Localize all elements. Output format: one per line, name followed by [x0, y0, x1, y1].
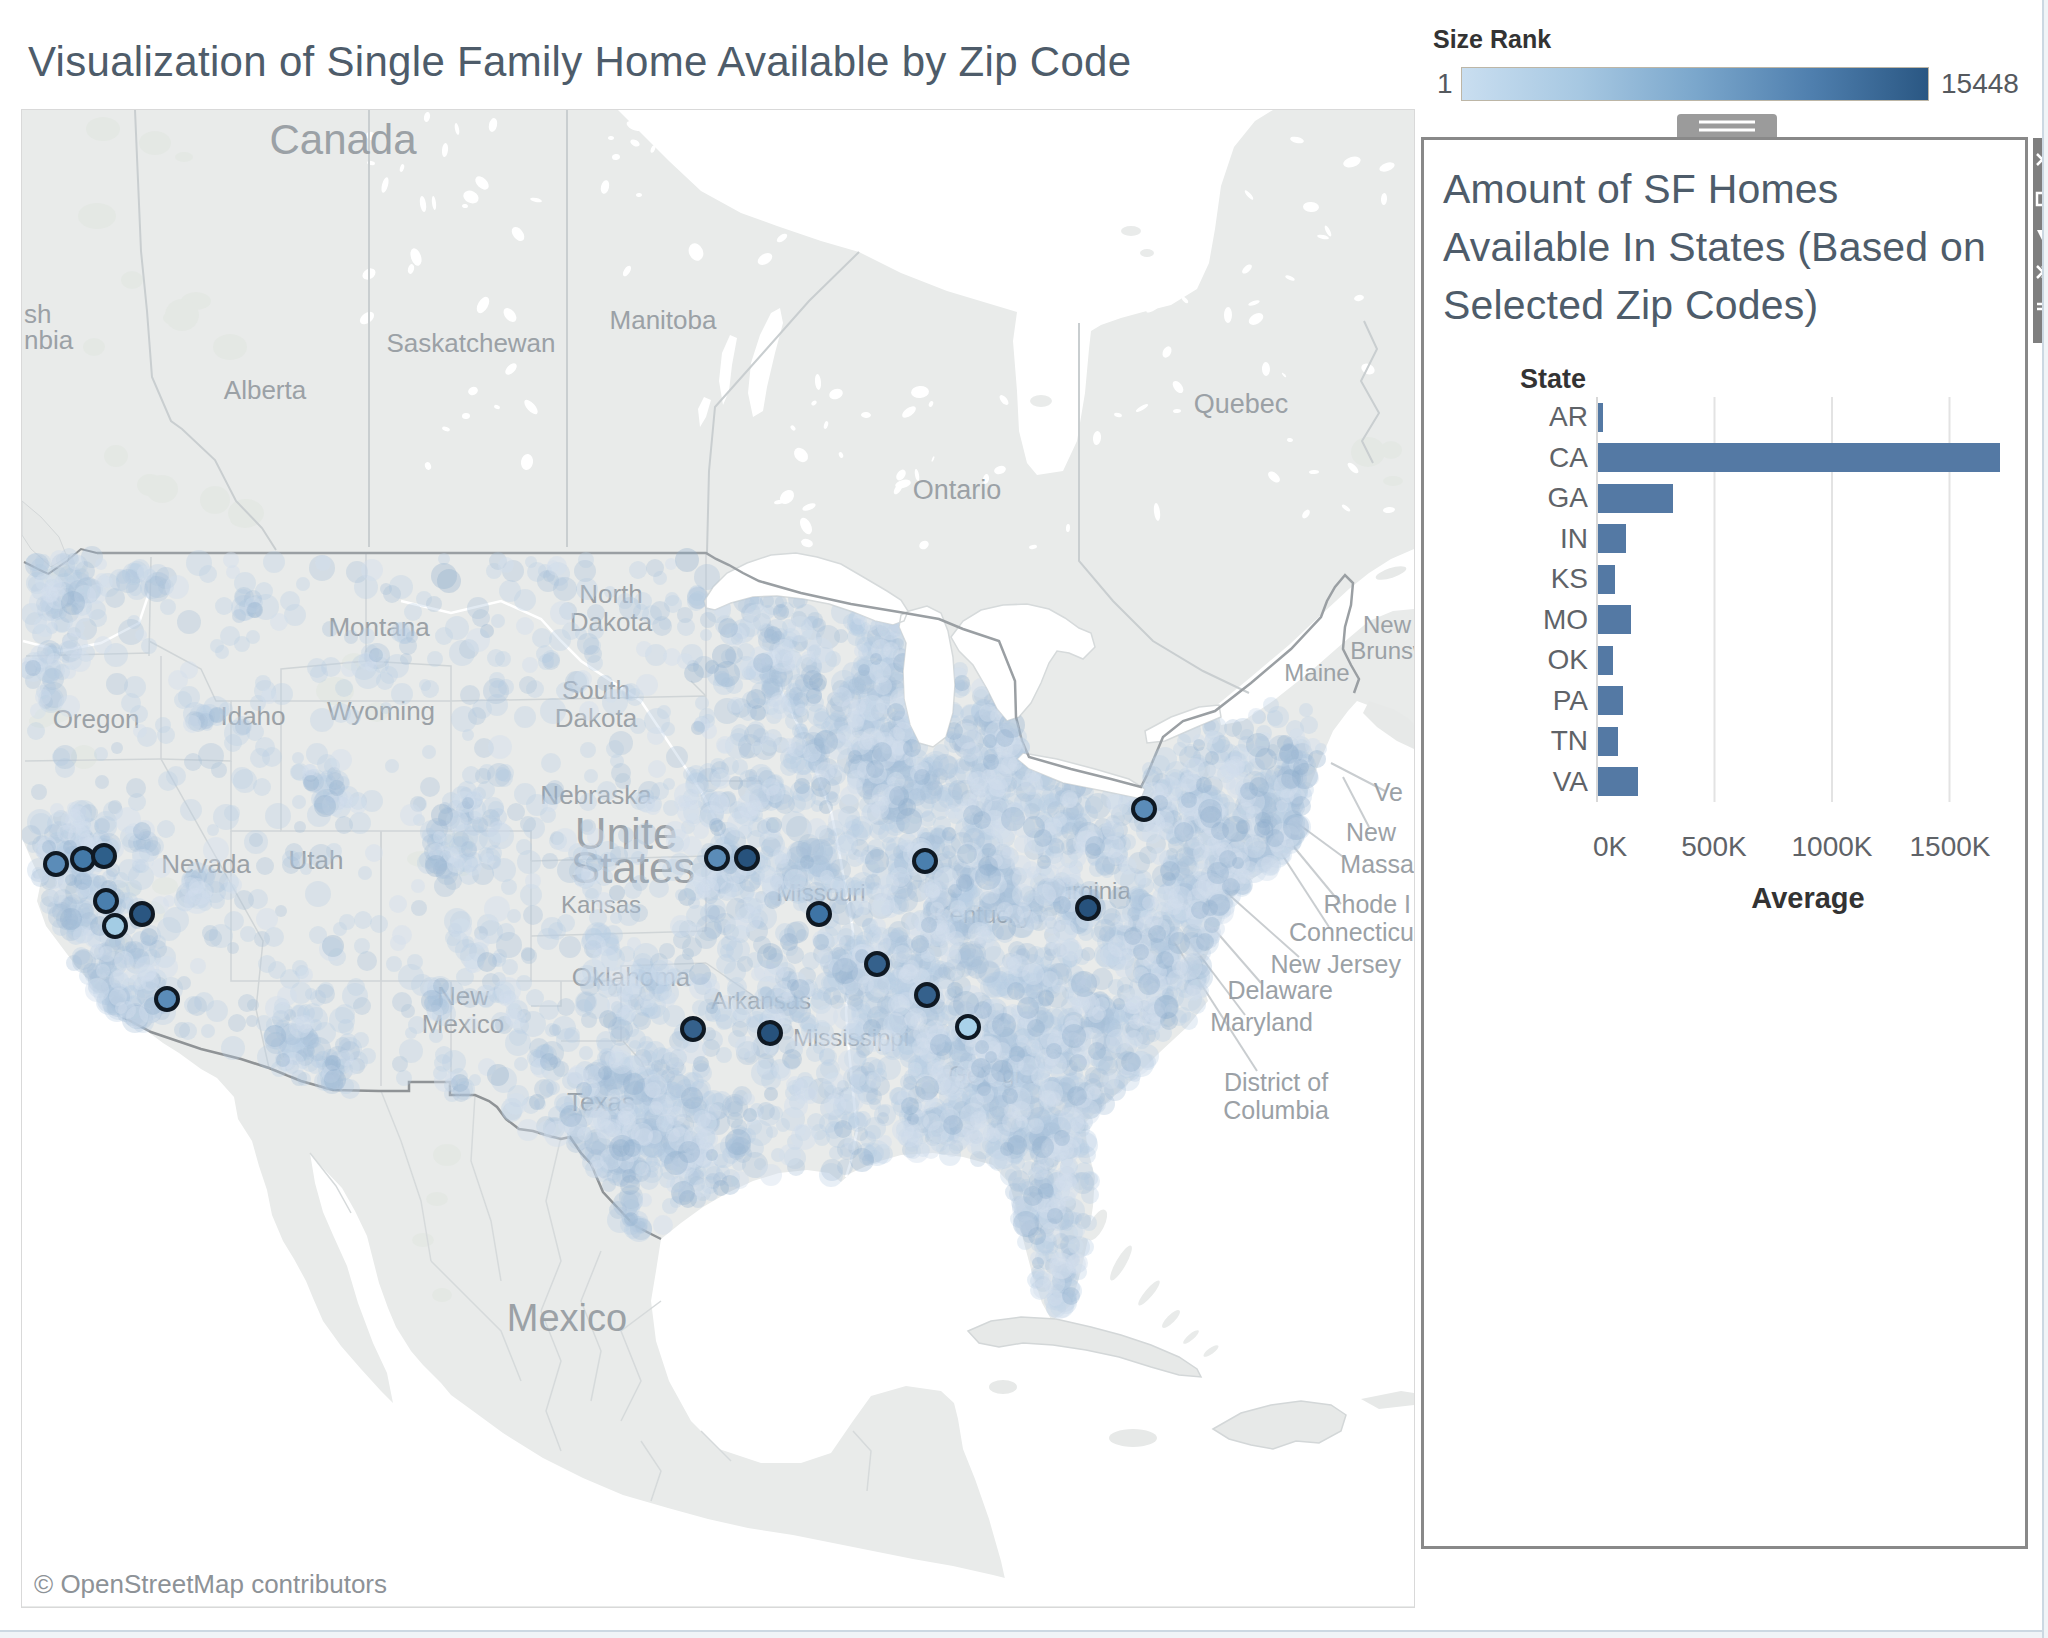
svg-text:Average: Average [1751, 882, 1864, 914]
svg-text:1000K: 1000K [1792, 831, 1873, 862]
svg-text:MO: MO [1543, 604, 1588, 635]
svg-text:CA: CA [1549, 442, 1588, 473]
svg-text:KS: KS [1551, 563, 1588, 594]
svg-text:PA: PA [1553, 685, 1589, 716]
svg-text:IN: IN [1560, 523, 1588, 554]
svg-text:500K: 500K [1681, 831, 1747, 862]
svg-text:1500K: 1500K [1910, 831, 1991, 862]
svg-text:AR: AR [1549, 401, 1588, 432]
svg-text:OK: OK [1548, 644, 1589, 675]
svg-text:TN: TN [1551, 725, 1588, 756]
svg-text:State: State [1520, 364, 1586, 394]
svg-text:GA: GA [1548, 482, 1589, 513]
svg-text:0K: 0K [1593, 831, 1628, 862]
svg-text:VA: VA [1553, 766, 1589, 797]
